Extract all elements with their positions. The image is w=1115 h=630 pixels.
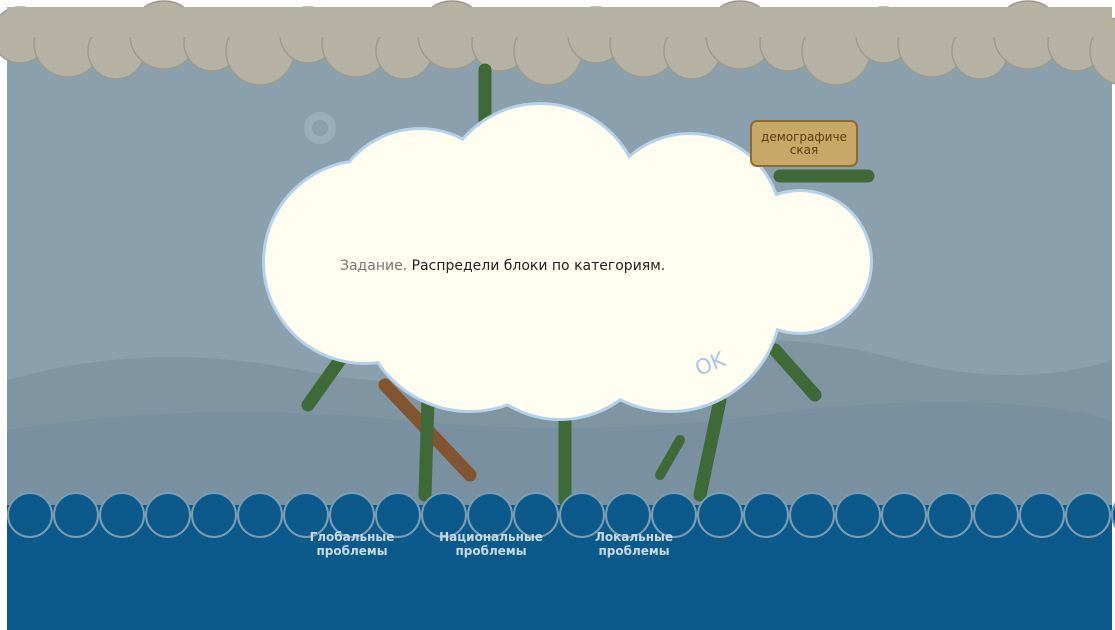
game-screen: демографическая Задание. Распредели блок… — [0, 0, 1115, 630]
shape — [974, 493, 1018, 537]
shape — [54, 493, 98, 537]
shape — [790, 493, 834, 537]
shape — [330, 130, 510, 310]
shape — [7, 7, 1112, 37]
shape — [698, 493, 742, 537]
shape — [238, 493, 282, 537]
category-label[interactable]: Национальные проблемы — [436, 530, 546, 558]
shape — [836, 493, 880, 537]
shape — [1066, 493, 1110, 537]
draggable-card[interactable]: демографическая — [750, 120, 858, 167]
shape — [928, 493, 972, 537]
shape — [1020, 493, 1064, 537]
scene — [0, 0, 1115, 630]
shape — [8, 493, 52, 537]
shape — [730, 192, 870, 332]
category-label[interactable]: Глобальные проблемы — [297, 530, 407, 558]
task-label: Задание. — [340, 258, 407, 274]
shape — [100, 493, 144, 537]
shape — [146, 493, 190, 537]
shape — [192, 493, 236, 537]
shape — [744, 493, 788, 537]
task-text: Задание. Распредели блоки по категориям. — [340, 258, 665, 274]
category-label[interactable]: Локальные проблемы — [579, 530, 689, 558]
shape — [882, 493, 926, 537]
task-instruction: Распредели блоки по категориям. — [412, 258, 666, 274]
